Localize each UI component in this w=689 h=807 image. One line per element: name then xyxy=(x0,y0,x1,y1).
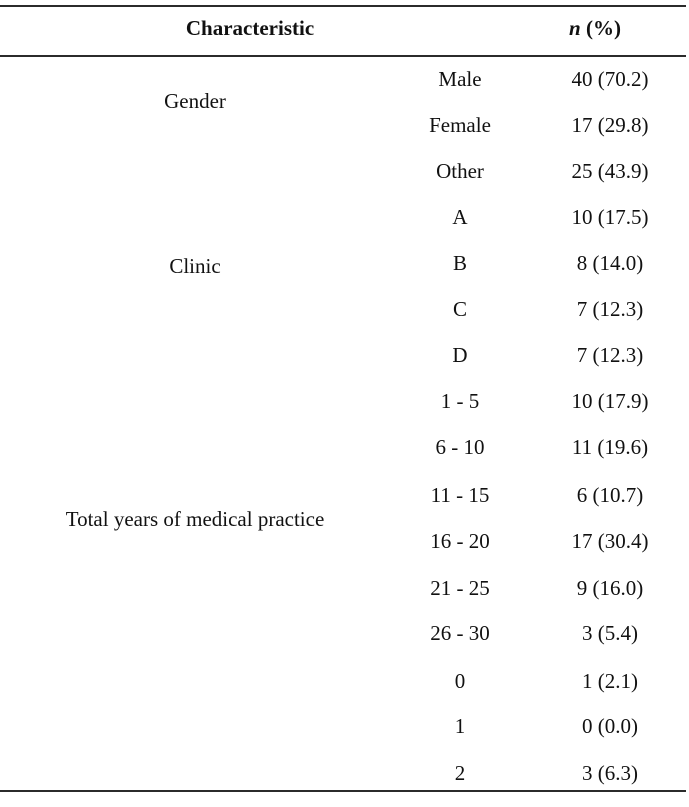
row-value: 7 (12.3) xyxy=(576,343,644,367)
row-subcategory: 16 - 20 xyxy=(430,529,490,553)
table-row: 1 - 5 10 (17.9) xyxy=(0,389,689,435)
row-value: 6 (10.7) xyxy=(576,483,644,507)
header-n: n xyxy=(569,16,581,40)
table-bottom-rule xyxy=(0,790,686,792)
row-subcategory: A xyxy=(452,205,468,229)
table-row: Male 40 (70.2) xyxy=(0,67,689,113)
table-row: 6 - 10 11 (19.6) xyxy=(0,435,689,481)
row-subcategory: 0 xyxy=(454,669,466,693)
row-value: 7 (12.3) xyxy=(576,297,644,321)
row-value: 1 (2.1) xyxy=(582,669,638,693)
header-percent: (%) xyxy=(580,16,621,40)
row-value: 25 (43.9) xyxy=(571,159,649,183)
row-value: 11 (19.6) xyxy=(571,435,649,459)
row-value: 10 (17.5) xyxy=(571,205,649,229)
row-value: 3 (6.3) xyxy=(582,761,638,785)
table-row: Other 25 (43.9) xyxy=(0,159,689,205)
table-row: A 10 (17.5) xyxy=(0,205,689,251)
row-value: 17 (29.8) xyxy=(571,113,649,137)
table-row: 0 1 (2.1) xyxy=(0,669,689,715)
row-subcategory: C xyxy=(452,297,467,321)
row-value: 10 (17.9) xyxy=(571,389,649,413)
table-row: 21 - 25 9 (16.0) xyxy=(0,576,689,622)
row-value: 3 (5.4) xyxy=(582,621,638,645)
row-subcategory: 1 xyxy=(454,714,466,738)
table-row: 1 0 (0.0) xyxy=(0,714,689,760)
row-subcategory: 2 xyxy=(454,761,466,785)
group-label-clinic: Clinic xyxy=(169,254,221,278)
row-value: 17 (30.4) xyxy=(571,529,649,553)
table-row: 2 3 (6.3) xyxy=(0,761,689,807)
row-subcategory: 11 - 15 xyxy=(430,483,490,507)
table-row: B 8 (14.0) xyxy=(0,251,689,297)
header-rule xyxy=(0,55,686,57)
row-subcategory: B xyxy=(452,251,467,275)
table-row: C 7 (12.3) xyxy=(0,297,689,343)
header-characteristic: Characteristic xyxy=(185,16,315,40)
row-value: 8 (14.0) xyxy=(576,251,644,275)
row-subcategory: 1 - 5 xyxy=(440,389,480,413)
row-subcategory: 26 - 30 xyxy=(430,621,490,645)
group-label-gender: Gender xyxy=(164,89,226,113)
row-subcategory: 6 - 10 xyxy=(435,435,485,459)
row-subcategory: Male xyxy=(438,67,482,91)
table-row: 16 - 20 17 (30.4) xyxy=(0,529,689,575)
row-subcategory: Female xyxy=(429,113,491,137)
table-row: Female 17 (29.8) xyxy=(0,113,689,159)
header-n-percent: n (%) xyxy=(520,16,670,41)
row-subcategory: Other xyxy=(436,159,484,183)
row-subcategory: D xyxy=(452,343,468,367)
row-value: 40 (70.2) xyxy=(571,67,649,91)
group-label-years-practice: Total years of medical practice xyxy=(65,507,325,531)
row-value: 9 (16.0) xyxy=(576,576,644,600)
table-top-rule xyxy=(0,5,686,7)
table-row: 26 - 30 3 (5.4) xyxy=(0,621,689,667)
table-row: 11 - 15 6 (10.7) xyxy=(0,483,689,529)
row-subcategory: 21 - 25 xyxy=(430,576,490,600)
table-row: D 7 (12.3) xyxy=(0,343,689,389)
row-value: 0 (0.0) xyxy=(582,714,638,738)
